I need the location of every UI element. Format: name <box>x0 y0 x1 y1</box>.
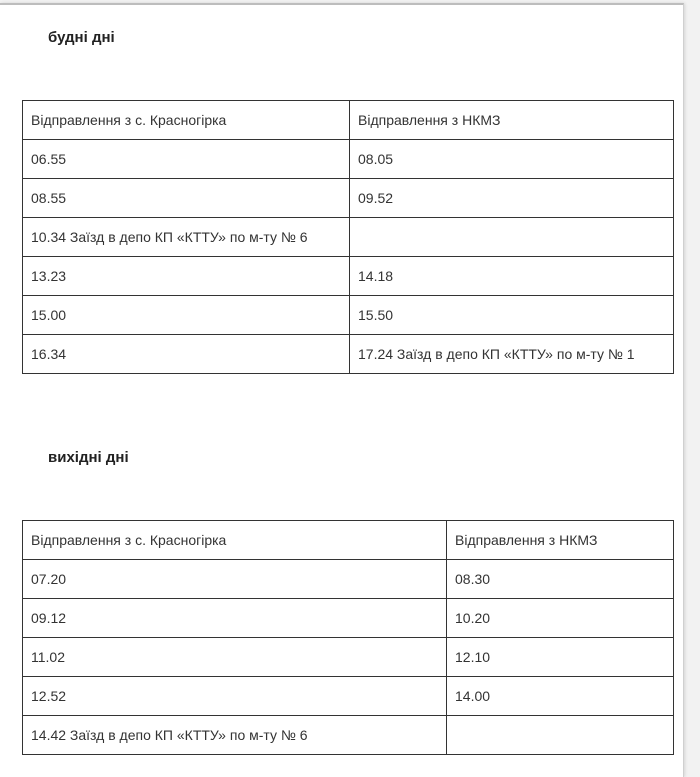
table-cell: 15.00 <box>22 295 350 335</box>
table-row: 15.00 15.50 <box>22 295 674 335</box>
column-header: Відправлення з НКМЗ <box>349 100 674 140</box>
weekends-table: Відправлення з с. Красногірка Відправленн… <box>22 520 674 755</box>
weekdays-heading: будні дні <box>48 29 115 46</box>
table-cell <box>349 217 674 257</box>
table-cell <box>446 715 674 755</box>
table-cell: 08.30 <box>446 559 674 599</box>
table-row: 16.34 17.24 Заїзд в депо КП «КТТУ» по м-т… <box>22 334 674 374</box>
header-row: Відправлення з с. Красногірка Відправленн… <box>22 100 674 140</box>
table-cell: 14.18 <box>349 256 674 296</box>
table-cell: 16.34 <box>22 334 350 374</box>
table-cell: 08.05 <box>349 139 674 179</box>
column-header: Відправлення з НКМЗ <box>446 520 674 560</box>
table-row: 08.55 09.52 <box>22 178 674 218</box>
table-cell: 07.20 <box>22 559 447 599</box>
table-row: 06.55 08.05 <box>22 139 674 179</box>
table-cell: 11.02 <box>22 637 447 677</box>
table-row: 12.52 14.00 <box>22 676 674 716</box>
weekdays-table: Відправлення з с. Красногірка Відправленн… <box>22 100 674 374</box>
header-row: Відправлення з с. Красногірка Відправленн… <box>22 520 674 560</box>
table-row: 10.34 Заїзд в депо КП «КТТУ» по м-ту № 6 <box>22 217 674 257</box>
table-cell: 09.12 <box>22 598 447 638</box>
table-cell: 09.52 <box>349 178 674 218</box>
column-header: Відправлення з с. Красногірка <box>22 100 350 140</box>
table-row: 09.12 10.20 <box>22 598 674 638</box>
table-cell: 15.50 <box>349 295 674 335</box>
table-cell: 17.24 Заїзд в депо КП «КТТУ» по м-ту № 1 <box>349 334 674 374</box>
table-cell: 13.23 <box>22 256 350 296</box>
table-cell: 14.00 <box>446 676 674 716</box>
document-page: будні дні Відправлення з с. Красногірка В… <box>0 3 684 777</box>
column-header: Відправлення з с. Красногірка <box>22 520 447 560</box>
table-row: 11.02 12.10 <box>22 637 674 677</box>
table-row: 13.23 14.18 <box>22 256 674 296</box>
table-row: 07.20 08.30 <box>22 559 674 599</box>
table-cell: 10.20 <box>446 598 674 638</box>
table-cell: 06.55 <box>22 139 350 179</box>
table-cell: 14.42 Заїзд в депо КП «КТТУ» по м-ту № 6 <box>22 715 447 755</box>
table-cell: 08.55 <box>22 178 350 218</box>
table-cell: 10.34 Заїзд в депо КП «КТТУ» по м-ту № 6 <box>22 217 350 257</box>
table-cell: 12.52 <box>22 676 447 716</box>
table-row: 14.42 Заїзд в депо КП «КТТУ» по м-ту № 6 <box>22 715 674 755</box>
weekends-heading: вихідні дні <box>48 449 129 466</box>
table-cell: 12.10 <box>446 637 674 677</box>
